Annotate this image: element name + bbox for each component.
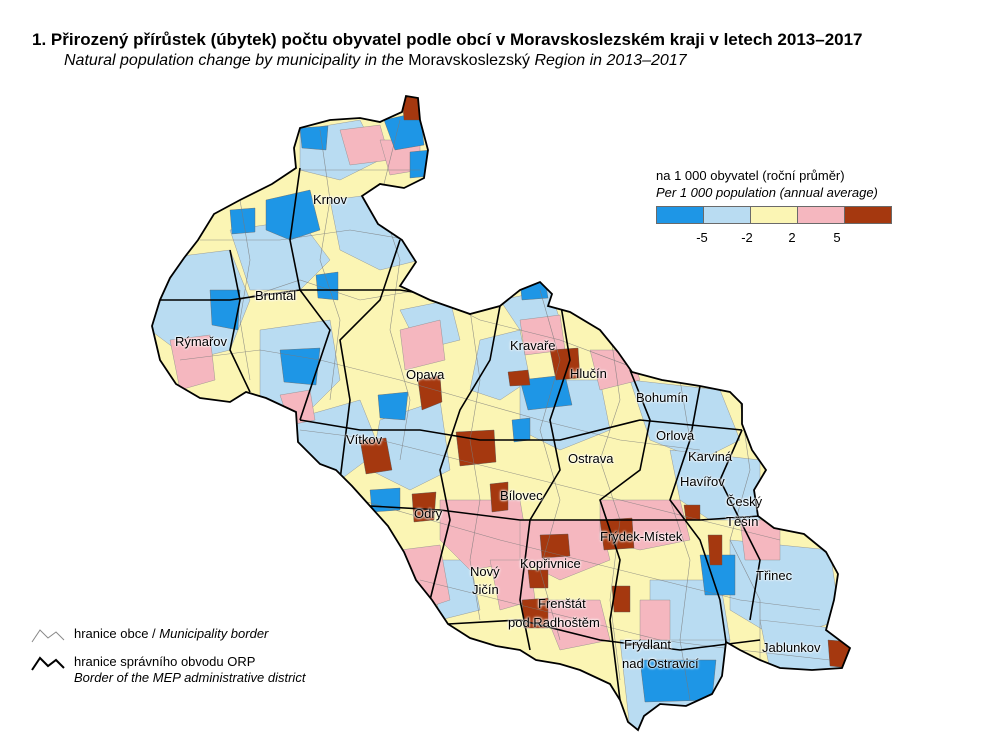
- legend-unit-en: Per 1 000 population (annual average): [656, 185, 878, 200]
- map-title: 1. Přirozený přírůstek (úbytek) počtu ob…: [32, 30, 863, 49]
- town-label-opava: Opava: [406, 367, 445, 382]
- legend-ticks: -5 -2 2 5: [656, 230, 896, 246]
- mep-border-en: Border of the MEP administrative distric…: [74, 670, 306, 685]
- town-label-ostrava: Ostrava: [568, 451, 614, 466]
- town-label-bohumin: Bohumín: [636, 390, 689, 405]
- subtitle-part1: Natural population change by municipalit…: [64, 52, 409, 69]
- town-label-cesky-tesin-2: Těšín: [726, 514, 759, 529]
- color-legend: na 1 000 obyvatel (roční průměr) Per 1 0…: [656, 168, 892, 245]
- town-label-novy-jicin-1: Nový: [470, 564, 500, 579]
- town-label-frenstat-1: Frenštát: [538, 596, 586, 611]
- town-label-frydek-mistek: Frýdek-Místek: [600, 529, 683, 544]
- town-label-koprivnice: Kopřivnice: [520, 556, 581, 571]
- town-label-trinec: Třinec: [756, 568, 793, 583]
- legend-color-bar: [656, 206, 892, 224]
- town-label-bilovec: Bílovec: [500, 488, 543, 503]
- municipality-border-en: Municipality border: [159, 626, 269, 641]
- town-label-frenstat-2: pod Radhoštěm: [508, 615, 600, 630]
- town-label-havirov: Havířov: [680, 474, 725, 489]
- town-label-karvina: Karviná: [688, 449, 733, 464]
- municipality-border-symbol: [31, 629, 65, 643]
- town-label-kravare: Kravaře: [510, 338, 556, 353]
- town-label-odry: Odry: [414, 506, 443, 521]
- legend-swatch-1: [703, 206, 751, 224]
- border-legend: hranice obce / Municipality border hrani…: [30, 626, 305, 694]
- legend-tick: -2: [741, 230, 753, 245]
- town-label-vitkov: Vítkov: [346, 432, 383, 447]
- mep-border-symbol: [31, 656, 65, 671]
- town-label-krnov: Krnov: [313, 192, 347, 207]
- legend-swatch-0: [656, 206, 704, 224]
- legend-swatch-4: [844, 206, 892, 224]
- town-label-bruntal: Bruntál: [255, 288, 297, 303]
- legend-tick: -5: [696, 230, 708, 245]
- municipality-border-cz: hranice obce /: [74, 626, 160, 641]
- border-legend-municipality: hranice obce / Municipality border: [30, 626, 305, 646]
- town-label-hlucin: Hlučín: [570, 366, 607, 381]
- map-subtitle: Natural population change by municipalit…: [64, 52, 687, 70]
- legend-tick: 5: [833, 230, 841, 245]
- legend-swatch-2: [750, 206, 798, 224]
- mep-border-cz: hranice správního obvodu ORP: [74, 654, 256, 669]
- subtitle-part3: Region in 2013–2017: [530, 52, 687, 69]
- legend-unit-cz: na 1 000 obyvatel (roční průměr): [656, 168, 845, 183]
- legend-tick: 2: [788, 230, 796, 245]
- border-legend-mep: hranice správního obvodu ORP Border of t…: [30, 654, 305, 686]
- town-label-jablunkov: Jablunkov: [762, 640, 821, 655]
- town-label-frydlant-1: Frýdlant: [624, 637, 671, 652]
- town-label-frydlant-2: nad Ostravicí: [622, 656, 699, 671]
- subtitle-region-name: Moravskoslezský: [408, 52, 531, 69]
- town-label-novy-jicin-2: Jičín: [472, 582, 499, 597]
- legend-swatch-3: [797, 206, 845, 224]
- town-label-rymarov: Rýmařov: [175, 334, 228, 349]
- town-label-cesky-tesin-1: Český: [726, 494, 763, 509]
- town-label-orlova: Orlová: [656, 428, 695, 443]
